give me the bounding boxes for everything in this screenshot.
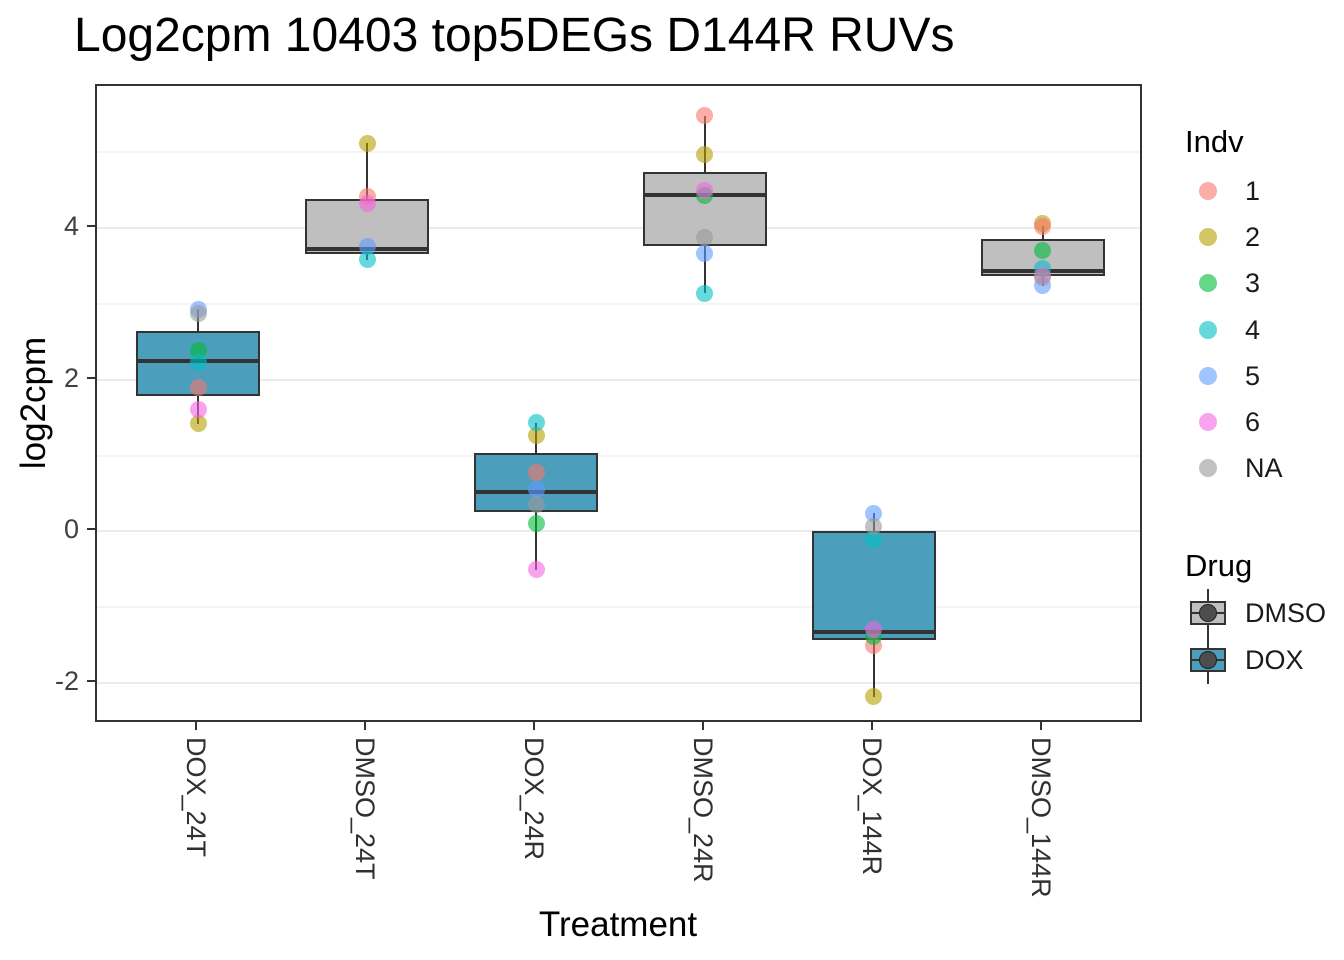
legend-key-point xyxy=(1199,604,1217,622)
x-axis-tick xyxy=(870,722,873,730)
data-point xyxy=(527,495,545,513)
data-point xyxy=(696,107,714,125)
gridline-major xyxy=(97,378,1140,381)
y-axis-title: log2cpm xyxy=(14,336,53,470)
y-tick-label: 4 xyxy=(63,211,79,242)
x-tick-label: DMSO_24T xyxy=(350,737,381,880)
x-axis-tick xyxy=(364,722,367,730)
data-point xyxy=(696,181,714,199)
data-point xyxy=(527,481,545,499)
legend-indv-dot xyxy=(1199,320,1217,339)
legend-indv-dot xyxy=(1199,413,1217,431)
data-point xyxy=(189,378,207,396)
y-axis-tick xyxy=(87,679,95,682)
y-axis-tick xyxy=(87,376,95,379)
y-tick-label: -2 xyxy=(54,665,79,696)
legend-indv-dot xyxy=(1199,228,1217,247)
legend-indv-label: 3 xyxy=(1245,268,1261,299)
data-point xyxy=(696,284,714,302)
x-axis-tick xyxy=(195,722,198,730)
legend-key-point xyxy=(1199,651,1217,669)
data-point xyxy=(696,229,714,247)
legend-drug-key xyxy=(1186,636,1230,684)
data-point xyxy=(865,517,883,535)
data-point xyxy=(696,245,714,263)
x-tick-label: DMSO_24R xyxy=(687,737,718,883)
legend-indv-label: 4 xyxy=(1245,314,1261,345)
data-point xyxy=(1034,268,1052,286)
x-tick-label: DMSO_144R xyxy=(1025,737,1056,898)
x-axis-tick xyxy=(533,722,536,730)
x-axis-tick xyxy=(1039,722,1042,730)
legend-indv-dot xyxy=(1199,459,1217,478)
data-point xyxy=(358,251,376,269)
data-point xyxy=(358,238,376,256)
legend-indv-title: Indv xyxy=(1185,124,1244,159)
data-point xyxy=(189,305,207,323)
y-tick-label: 0 xyxy=(63,514,79,545)
legend-indv-dot xyxy=(1199,274,1217,293)
y-axis-tick xyxy=(87,528,95,531)
data-point xyxy=(189,400,207,418)
x-tick-label: DOX_144R xyxy=(856,737,887,876)
legend-indv-label: 2 xyxy=(1245,222,1261,253)
legend-indv-label: 1 xyxy=(1245,176,1261,206)
data-point xyxy=(1034,218,1052,235)
plot-panel xyxy=(95,84,1142,722)
legend-drug-key xyxy=(1186,589,1230,637)
gridline-major xyxy=(97,227,1140,230)
gridline-minor xyxy=(97,606,1140,609)
legend-indv-label: 6 xyxy=(1245,407,1261,437)
data-point xyxy=(865,531,883,549)
gridline-minor xyxy=(97,302,1140,305)
data-point xyxy=(189,353,207,371)
data-point xyxy=(865,621,883,639)
data-point xyxy=(865,688,883,706)
data-point xyxy=(865,504,883,522)
x-axis-tick xyxy=(701,722,704,730)
data-point xyxy=(1034,242,1052,260)
legend-indv-dot xyxy=(1199,366,1217,385)
gridline-major xyxy=(97,530,1140,533)
y-tick-label: 2 xyxy=(63,362,79,393)
plot-title: Log2cpm 10403 top5DEGs D144R RUVs xyxy=(74,9,955,62)
data-point xyxy=(527,561,545,579)
legend-drug-title: Drug xyxy=(1185,548,1253,583)
legend-indv-label: NA xyxy=(1245,453,1283,484)
x-axis-title: Treatment xyxy=(538,905,698,944)
data-point xyxy=(189,415,207,433)
data-point xyxy=(527,464,545,482)
gridline-minor xyxy=(97,151,1140,154)
legend-drug-label: DOX xyxy=(1245,645,1304,675)
data-point xyxy=(358,195,376,213)
x-tick-label: DOX_24R xyxy=(519,737,550,861)
data-point xyxy=(527,414,545,432)
x-tick-label: DOX_24T xyxy=(181,737,212,858)
data-point xyxy=(358,134,376,152)
gridline-major xyxy=(97,681,1140,684)
data-point xyxy=(696,145,714,163)
data-point xyxy=(527,515,545,533)
legend-indv-label: 5 xyxy=(1245,360,1261,391)
gridline-minor xyxy=(97,454,1140,457)
legend-drug-label: DMSO xyxy=(1245,598,1326,628)
y-axis-tick xyxy=(87,225,95,228)
data-point xyxy=(527,426,545,444)
legend-indv-dot xyxy=(1199,182,1217,200)
